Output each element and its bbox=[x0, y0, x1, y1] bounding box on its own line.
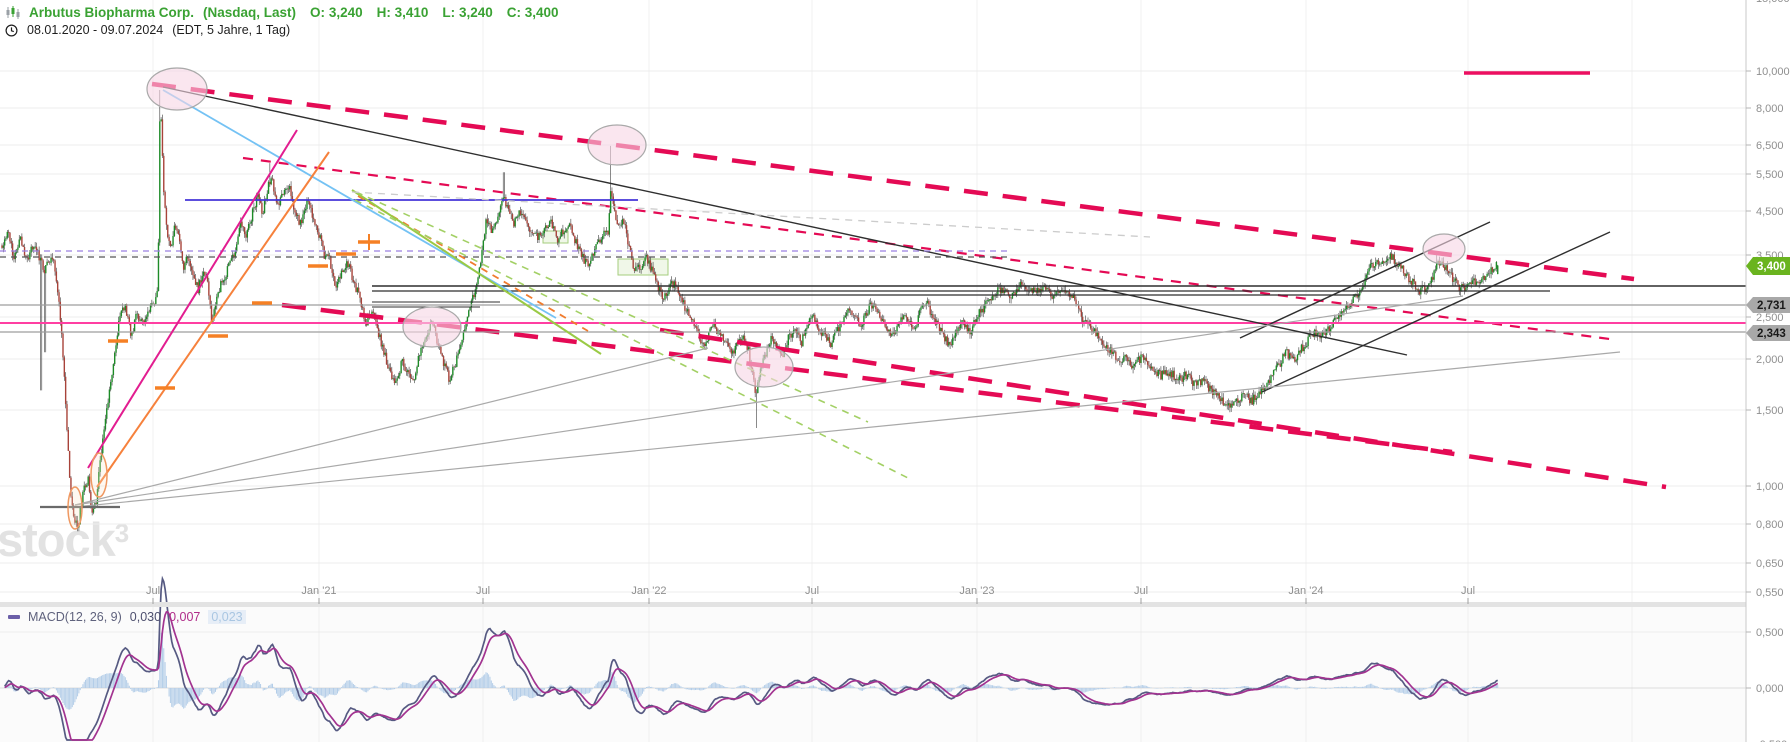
time-tick-label: Jul bbox=[805, 585, 819, 597]
price-tick-label: 1,000 bbox=[1756, 481, 1784, 493]
macd-signal-value: 0,007 bbox=[169, 610, 201, 624]
timezone-timeframe: (EDT, 5 Jahre, 1 Tag) bbox=[172, 23, 291, 37]
price-tick-label: 6,500 bbox=[1756, 140, 1784, 152]
macd-name[interactable]: MACD(12, 26, 9) bbox=[28, 610, 122, 624]
time-tick-label: Jan '24 bbox=[1288, 585, 1323, 597]
macd-indicator-label[interactable]: MACD(12, 26, 9) 0,030 0,007 0,023 bbox=[8, 610, 246, 624]
candlestick-series[interactable] bbox=[1, 89, 1499, 532]
chart-header: Arbutus Biopharma Corp. (Nasdaq, Last) O… bbox=[5, 4, 559, 39]
price-tick-label: 1,500 bbox=[1756, 405, 1784, 417]
price-tick-label: 4,500 bbox=[1756, 206, 1784, 218]
clock-icon bbox=[5, 24, 18, 37]
svg-text:2,343: 2,343 bbox=[1757, 328, 1786, 340]
price-tick-label: 0,550 bbox=[1756, 587, 1784, 599]
date-range[interactable]: 08.01.2020 - 09.07.2024 bbox=[27, 23, 164, 37]
svg-text:2,731: 2,731 bbox=[1757, 300, 1786, 312]
price-tick-label: 0,650 bbox=[1756, 558, 1784, 570]
instrument-name[interactable]: Arbutus Biopharma Corp. bbox=[29, 5, 195, 20]
last-price-badge: 3,400 bbox=[1746, 257, 1790, 275]
price-tick-label: 15,000 bbox=[1756, 0, 1790, 5]
time-tick-label: Jul bbox=[476, 585, 490, 597]
macd-value: 0,030 bbox=[129, 610, 162, 624]
price-tick-label: 0,800 bbox=[1756, 519, 1784, 531]
time-axis[interactable]: Jul Jan '21 Jul Jan '22 Jul Jan '23 Jul Jan '24… bbox=[146, 585, 1475, 604]
time-tick-label: Jul bbox=[1134, 585, 1148, 597]
macd-series[interactable] bbox=[4, 575, 1499, 741]
level-price-badges: 2,731 2,343 bbox=[1746, 297, 1790, 341]
ohlc-low: L: 3,240 bbox=[442, 5, 493, 20]
macd-tick-label: 0,000 bbox=[1756, 683, 1784, 695]
macd-tick-label: 0,500 bbox=[1756, 627, 1784, 639]
exchange-mode: (Nasdaq, Last) bbox=[203, 5, 297, 20]
panel-separator[interactable] bbox=[0, 602, 1790, 607]
trendlines-and-levels[interactable] bbox=[0, 71, 1746, 509]
macd-hist-value: 0,023 bbox=[208, 610, 246, 624]
orange-swing-markers[interactable] bbox=[108, 234, 380, 390]
price-tick-label: 5,500 bbox=[1756, 169, 1784, 181]
price-axis[interactable]: 15,00010,0008,0006,5005,5004,5003,5002,5… bbox=[1745, 0, 1790, 742]
time-tick-label: Jul bbox=[1461, 585, 1475, 597]
macd-legend-icon bbox=[8, 615, 20, 619]
price-tick-label: 8,000 bbox=[1756, 103, 1784, 115]
stock3-watermark: stock3 bbox=[0, 513, 129, 566]
price-tick-label: 2,000 bbox=[1756, 354, 1784, 366]
price-tick-label: 2,500 bbox=[1756, 312, 1784, 324]
time-tick-label: Jan '23 bbox=[959, 585, 994, 597]
ohlc-high: H: 3,410 bbox=[376, 5, 429, 20]
time-tick-label: Jan '21 bbox=[301, 585, 336, 597]
time-tick-label: Jan '22 bbox=[631, 585, 666, 597]
svg-text:3,400: 3,400 bbox=[1757, 261, 1786, 273]
macd-tick-label: -0,500 bbox=[1756, 739, 1787, 742]
price-tick-label: 10,000 bbox=[1756, 66, 1790, 78]
instrument-chart-icon bbox=[5, 5, 20, 20]
panel-backgrounds bbox=[0, 607, 1746, 742]
ohlc-close: C: 3,400 bbox=[506, 5, 559, 20]
ohlc-open: O: 3,240 bbox=[310, 5, 363, 20]
time-tick-label: Jul bbox=[146, 585, 160, 597]
ellipse-highlights[interactable] bbox=[67, 67, 1466, 530]
